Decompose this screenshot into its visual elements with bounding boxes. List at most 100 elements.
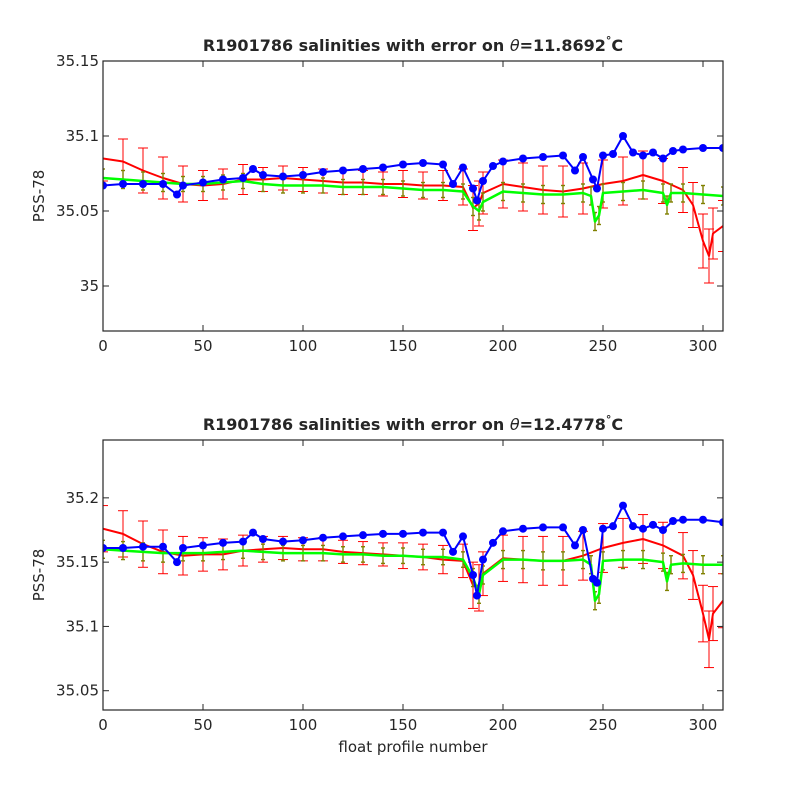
bottom-float-point xyxy=(159,542,167,551)
top-float-point xyxy=(559,151,567,160)
bottom-float-point xyxy=(279,537,287,546)
bottom-tick-layer: 0 50 100 150 200 250 300 35.05 35.1 35.15 35.2 xyxy=(56,440,723,734)
top-float-point xyxy=(103,181,107,190)
top-float-point xyxy=(659,154,667,163)
bottom-float-point xyxy=(249,528,257,537)
top-float-point xyxy=(499,157,507,166)
top-x-tick-label: 250 xyxy=(589,337,618,355)
top-float-point xyxy=(339,166,347,175)
top-x-tick-label: 100 xyxy=(289,337,318,355)
top-float-point xyxy=(479,177,487,185)
top-float-point xyxy=(319,168,327,176)
top-float-point xyxy=(239,174,247,182)
top-float-point xyxy=(199,178,207,187)
top-x-tick-label: 150 xyxy=(389,337,418,355)
top-x-tick-label: 300 xyxy=(689,337,718,355)
bottom-y-axis-label: PSS-78 xyxy=(30,549,48,602)
bottom-float-point xyxy=(579,526,587,534)
bottom-float-point xyxy=(339,532,347,541)
bottom-float-point xyxy=(239,537,247,546)
bottom-float-point xyxy=(489,538,497,547)
top-chart-title: R1901786 salinities with error on θ=11.8… xyxy=(203,34,623,55)
top-tick-layer: 0 50 100 150 200 250 300 35 35.05 35.1 35.15 xyxy=(56,52,723,355)
bottom-float-point xyxy=(459,532,467,541)
top-float-point xyxy=(571,166,579,175)
bottom-x-tick-label: 50 xyxy=(193,716,212,734)
bottom-x-tick-label: 150 xyxy=(389,716,418,734)
bottom-data-layer xyxy=(103,501,723,669)
bottom-x-axis-label: float profile number xyxy=(338,738,488,756)
bottom-float-point xyxy=(419,528,427,537)
top-float-point xyxy=(173,190,181,199)
top-y-tick-label: 35 xyxy=(80,277,99,295)
top-float-point xyxy=(593,184,601,193)
top-float-point xyxy=(249,165,257,173)
top-float-point xyxy=(639,151,647,160)
top-float-point xyxy=(179,181,187,190)
bottom-float-point xyxy=(469,571,477,579)
top-float-point xyxy=(599,151,607,160)
top-float-point xyxy=(279,172,287,181)
bottom-float-point xyxy=(219,538,227,547)
top-float-point xyxy=(359,165,367,173)
bottom-float-point xyxy=(519,524,527,533)
bottom-float-point xyxy=(439,528,447,537)
top-float-point xyxy=(419,159,427,167)
top-float-point xyxy=(449,180,457,188)
bottom-float-point xyxy=(259,535,267,543)
top-y-axis-label: PSS-78 xyxy=(30,170,48,223)
top-x-tick-label: 0 xyxy=(98,337,108,355)
bottom-float-point xyxy=(539,523,547,532)
bottom-float-point xyxy=(379,529,387,538)
bottom-float-point xyxy=(629,522,637,531)
bottom-float-point xyxy=(649,520,657,529)
top-float-point xyxy=(629,148,637,157)
bottom-x-tick-label: 250 xyxy=(589,716,618,734)
top-float-point xyxy=(519,154,527,163)
bottom-float-point xyxy=(593,578,601,587)
top-float-point xyxy=(669,147,677,155)
top-float-point xyxy=(679,145,687,154)
bottom-float-point xyxy=(559,523,567,532)
top-float-point xyxy=(699,144,707,152)
bottom-float-point xyxy=(609,522,617,531)
bottom-float-point xyxy=(179,544,187,552)
bottom-float-point xyxy=(449,547,457,556)
top-float-point xyxy=(489,162,497,170)
bottom-float-point xyxy=(719,518,723,527)
top-float-point xyxy=(379,163,387,172)
top-y-tick-label: 35.05 xyxy=(56,202,99,220)
bottom-float-point xyxy=(173,558,181,567)
top-float-point xyxy=(299,171,307,179)
bottom-float-point xyxy=(199,541,207,550)
bottom-panel: R1901786 salinities with error on θ=12.4… xyxy=(30,413,724,756)
top-calibrated-series-line xyxy=(103,176,723,223)
bottom-float-point xyxy=(319,533,327,542)
top-y-tick-label: 35.1 xyxy=(66,127,99,145)
top-float-point xyxy=(609,150,617,158)
bottom-x-tick-label: 300 xyxy=(689,716,718,734)
top-float-point xyxy=(619,132,627,140)
top-x-tick-label: 200 xyxy=(489,337,518,355)
bottom-axes-box xyxy=(102,439,724,711)
top-float-point xyxy=(399,160,407,169)
top-float-point xyxy=(259,171,267,179)
top-float-point xyxy=(579,153,587,161)
top-float-point xyxy=(719,144,723,152)
bottom-float-point xyxy=(299,536,307,545)
bottom-x-tick-label: 200 xyxy=(489,716,518,734)
top-float-point xyxy=(589,175,597,184)
bottom-chart-title: R1901786 salinities with error on θ=12.4… xyxy=(203,413,623,434)
bottom-float-point xyxy=(359,531,367,540)
top-float-point xyxy=(473,196,481,205)
bottom-float-point xyxy=(659,526,667,534)
top-float-point xyxy=(459,163,467,172)
bottom-float-point xyxy=(499,527,507,536)
top-axes-box xyxy=(102,60,724,332)
bottom-y-tick-label: 35.15 xyxy=(56,553,99,571)
bottom-float-point xyxy=(103,544,107,552)
bottom-float-point xyxy=(571,541,579,550)
top-float-point xyxy=(469,184,477,193)
bottom-float-point xyxy=(669,517,677,525)
